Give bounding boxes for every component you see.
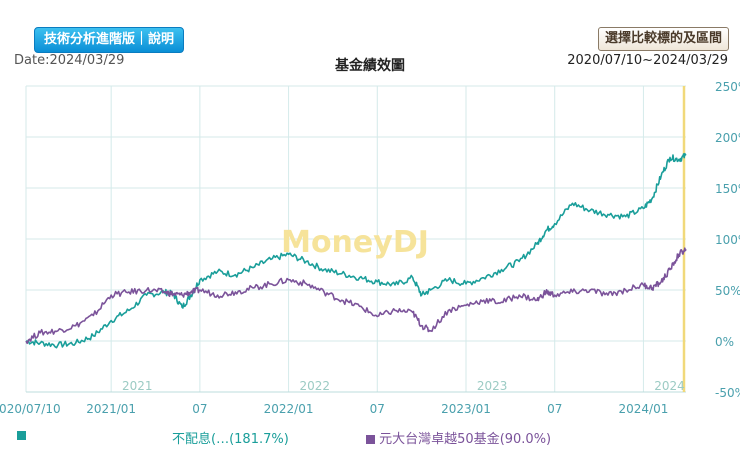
watermark: MoneyDJ xyxy=(281,225,429,260)
advanced-analysis-button[interactable]: 技術分析進階版｜說明 xyxy=(34,27,185,53)
legend-series-1-name: 不配息(… xyxy=(172,432,230,447)
legend-swatch-1 xyxy=(17,431,26,440)
year-label: 2024 xyxy=(654,379,685,393)
legend-swatch-2 xyxy=(366,435,375,444)
legend-label-1[interactable]: 不配息(…(181.7%) xyxy=(172,428,289,447)
x-tick-label: 07 xyxy=(547,402,562,416)
legend-series-2[interactable]: 元大台灣卓越50基金(90.0%) xyxy=(366,428,551,447)
y-tick-label: 0% xyxy=(715,335,734,349)
y-tick-label: -50% xyxy=(715,386,740,400)
x-tick-label: 2021/01 xyxy=(86,402,136,416)
year-label: 2023 xyxy=(477,379,508,393)
year-label: 2022 xyxy=(299,379,330,393)
x-tick-label: 2022/01 xyxy=(264,402,314,416)
select-comparison-button[interactable]: 選擇比較標的及區間 xyxy=(597,27,729,51)
legend-series-1-return: (181.7%) xyxy=(229,432,289,447)
series-line-2 xyxy=(25,247,687,345)
ticks: -50% 0% 50% 100% 150% 200% 250% 2020/07/10 2021/… xyxy=(0,80,740,416)
legend-series-2-name: 元大台灣卓越50基金 xyxy=(379,432,500,447)
x-tick-label: 07 xyxy=(192,402,207,416)
y-tick-label: 50% xyxy=(715,284,740,298)
x-tick-label: 2024/01 xyxy=(618,402,668,416)
grid xyxy=(25,85,686,393)
year-label: 2021 xyxy=(122,379,153,393)
legend-series-1[interactable] xyxy=(17,428,26,443)
series-line-1 xyxy=(25,152,687,349)
series xyxy=(25,152,687,349)
x-tick-label: 07 xyxy=(370,402,385,416)
x-tick-label: 2020/07/10 xyxy=(0,402,61,416)
y-tick-label: 100% xyxy=(715,233,740,247)
legend-series-2-return: (90.0%) xyxy=(499,432,552,447)
y-tick-label: 150% xyxy=(715,182,740,196)
date-range-label: 2020/07/10~2024/03/29 xyxy=(567,53,728,68)
chart-title: 基金績效圖 xyxy=(335,58,405,74)
y-tick-label: 250% xyxy=(715,80,740,94)
date-label: Date:2024/03/29 xyxy=(14,53,125,68)
y-tick-label: 200% xyxy=(715,131,740,145)
x-tick-label: 2023/01 xyxy=(441,402,491,416)
